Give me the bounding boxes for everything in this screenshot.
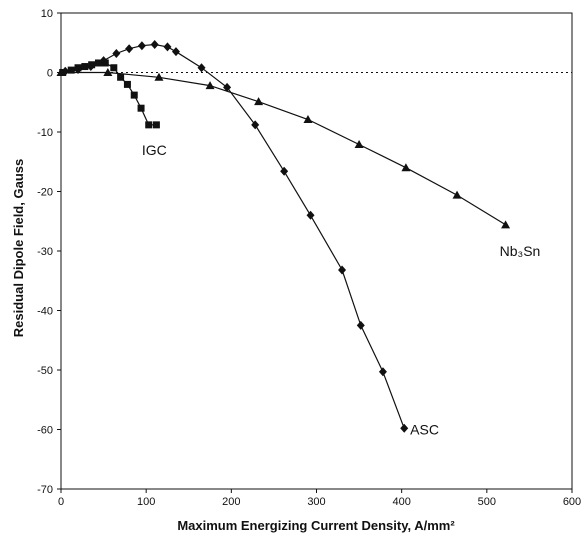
data-point-asc (356, 320, 365, 330)
data-point-asc (137, 41, 146, 51)
data-point-nb3sn (501, 220, 511, 229)
data-point-asc (163, 42, 172, 52)
data-point-asc (338, 265, 347, 275)
y-tick-label: -70 (37, 484, 53, 496)
x-tick-label: 500 (478, 496, 496, 508)
x-tick-label: 400 (392, 496, 410, 508)
series-line-nb3sn (61, 71, 506, 226)
data-point-igc (94, 59, 102, 67)
y-tick-label: -20 (37, 187, 53, 199)
data-point-asc (223, 82, 232, 92)
series-label-igc: IGC (142, 142, 167, 158)
data-point-igc (81, 63, 89, 71)
x-tick-label: 100 (137, 496, 155, 508)
data-point-nb3sn (401, 163, 411, 172)
data-point-igc (137, 104, 145, 112)
y-tick-label: 10 (41, 8, 53, 20)
x-tick-label: 200 (222, 496, 240, 508)
data-point-igc (117, 73, 125, 81)
y-axis-title: Residual Dipole Field, Gauss (11, 159, 26, 337)
data-point-asc (280, 166, 289, 176)
data-point-asc (150, 40, 159, 50)
y-tick-label: -60 (37, 425, 53, 437)
data-point-asc (306, 210, 315, 220)
x-axis-title: Maximum Energizing Current Density, A/mm… (177, 518, 455, 533)
data-point-asc (86, 62, 95, 72)
series-markers (56, 40, 511, 433)
x-tick-label: 600 (563, 496, 581, 508)
data-point-asc (400, 423, 409, 433)
data-point-asc (378, 367, 387, 377)
data-point-igc (110, 64, 118, 72)
data-point-nb3sn (254, 97, 264, 106)
data-point-asc (251, 120, 260, 130)
data-point-asc (197, 63, 206, 73)
data-point-igc (130, 91, 138, 99)
series-label-nb3sn: Nb₃Sn (500, 243, 541, 259)
y-tick-label: -10 (37, 127, 53, 139)
data-point-igc (123, 80, 131, 88)
data-point-nb3sn (103, 68, 113, 76)
data-point-nb3sn (354, 139, 364, 148)
data-point-nb3sn (452, 190, 462, 199)
data-point-igc (145, 121, 153, 129)
data-point-asc (74, 65, 83, 75)
data-point-asc (99, 56, 108, 66)
data-point-nb3sn (154, 72, 164, 81)
data-point-igc (152, 121, 160, 129)
series-label-asc: ASC (410, 422, 439, 438)
data-point-nb3sn (205, 81, 215, 90)
axis-ticks (57, 12, 573, 493)
series-labels: IGC ASC Nb₃Sn (142, 142, 540, 438)
y-tick-label: -40 (37, 306, 53, 318)
data-point-asc (125, 44, 134, 54)
data-point-asc (112, 48, 121, 58)
y-tick-label: -50 (37, 365, 53, 377)
x-tick-label: 0 (58, 496, 64, 508)
data-point-asc (171, 47, 180, 57)
y-tick-label: -30 (37, 246, 53, 258)
x-tick-label: 300 (307, 496, 325, 508)
axis-tick-labels: 0 100 200 300 400 500 600-70-60-50-40-30-20-10… (37, 8, 581, 508)
data-point-nb3sn (303, 115, 313, 124)
y-tick-label: 0 (47, 68, 53, 80)
plot-area (60, 12, 573, 490)
data-point-nb3sn (56, 68, 66, 76)
data-point-igc (67, 66, 75, 74)
